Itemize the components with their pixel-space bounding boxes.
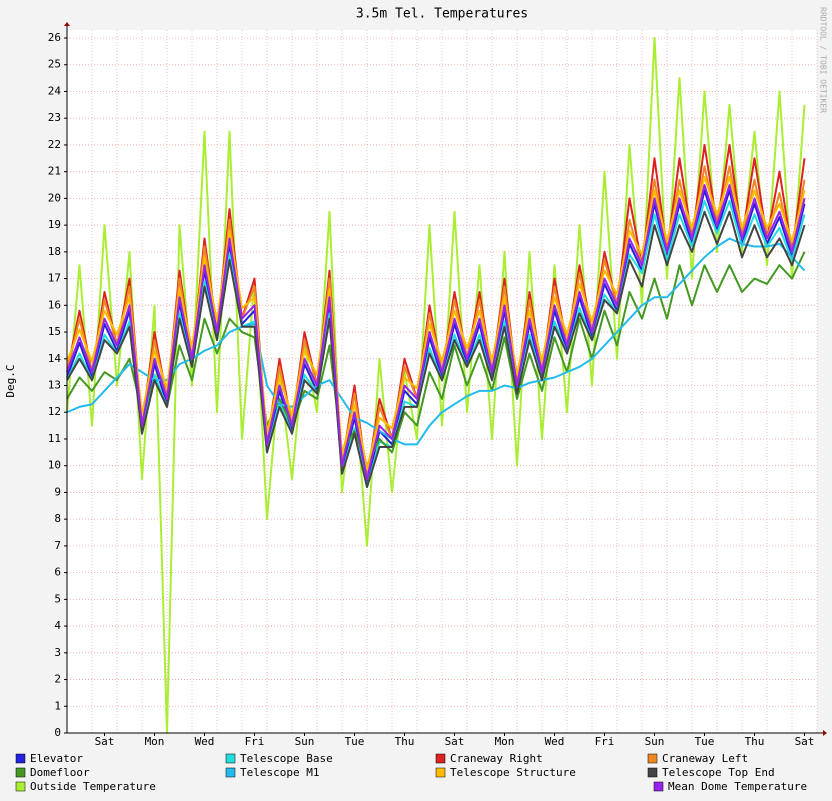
y-tick-label: 3 — [54, 646, 61, 659]
legend-swatch — [647, 767, 658, 778]
x-axis-arrow — [823, 730, 827, 736]
y-tick-label: 19 — [48, 218, 61, 231]
legend-swatch — [653, 781, 664, 792]
y-tick-label: 24 — [48, 84, 62, 97]
legend-label: Domefloor — [30, 766, 90, 779]
y-tick-label: 22 — [48, 138, 61, 151]
x-tick-label: Wed — [195, 735, 215, 748]
legend-swatch — [15, 753, 26, 764]
y-tick-label: 13 — [48, 379, 61, 392]
x-tick-label: Wed — [545, 735, 565, 748]
y-tick-label: 12 — [48, 405, 61, 418]
chart-title: 3.5m Tel. Temperatures — [356, 7, 528, 22]
x-tick-label: Sun — [295, 735, 315, 748]
y-tick-label: 8 — [54, 512, 61, 525]
legend-swatch — [15, 767, 26, 778]
series-line — [66, 176, 806, 470]
y-tick-label: 15 — [48, 325, 61, 338]
y-axis-arrow — [64, 22, 70, 26]
y-tick-label: 10 — [48, 459, 61, 472]
y-tick-label: 6 — [54, 566, 61, 579]
y-tick-label: 14 — [48, 352, 62, 365]
legend-swatch — [435, 767, 446, 778]
x-tick-label: Fri — [595, 735, 615, 748]
x-tick-label: Fri — [245, 735, 265, 748]
y-tick-label: 21 — [48, 165, 61, 178]
legend-swatch — [15, 781, 26, 792]
legend-label: Mean Dome Temperature — [668, 780, 807, 793]
x-tick-label: Thu — [745, 735, 765, 748]
x-tick-label: Sat — [445, 735, 465, 748]
legend-label: Telescope Structure — [450, 766, 576, 779]
x-tick-label: Tue — [695, 735, 715, 748]
series-line — [66, 251, 806, 467]
legend-swatch — [647, 753, 658, 764]
y-tick-label: 11 — [48, 432, 61, 445]
series-line — [66, 210, 806, 489]
x-tick-label: Sun — [645, 735, 665, 748]
legend-label: Outside Temperature — [30, 780, 156, 793]
y-tick-label: 4 — [54, 619, 61, 632]
y-tick-label: 18 — [48, 245, 61, 258]
watermark: RRDTOOL / TOBI OETIKER — [819, 7, 828, 113]
legend-label: Telescope Top End — [662, 766, 775, 779]
y-axis-label: Deg.C — [4, 364, 17, 397]
y-tick-label: 20 — [48, 191, 61, 204]
legend-label: Craneway Right — [450, 752, 543, 765]
y-tick-label: 2 — [54, 673, 61, 686]
x-tick-label: Mon — [495, 735, 515, 748]
legend-label: Telescope Base — [240, 752, 333, 765]
x-tick-label: Tue — [345, 735, 365, 748]
legend-swatch — [435, 753, 446, 764]
y-tick-label: 17 — [48, 272, 61, 285]
legend-swatch — [225, 767, 236, 778]
series-line — [66, 184, 806, 481]
y-tick-label: 23 — [48, 111, 61, 124]
x-tick-label: Thu — [395, 735, 415, 748]
x-tick-label: Sat — [95, 735, 115, 748]
y-tick-label: 7 — [54, 539, 61, 552]
legend-swatch — [225, 753, 236, 764]
y-tick-label: 1 — [54, 699, 61, 712]
legend-label: Telescope M1 — [240, 766, 319, 779]
y-tick-label: 25 — [48, 58, 61, 71]
y-tick-label: 16 — [48, 298, 61, 311]
y-tick-label: 9 — [54, 485, 61, 498]
legend-label: Elevator — [30, 752, 83, 765]
y-tick-label: 5 — [54, 592, 61, 605]
legend-label: Craneway Left — [662, 752, 748, 765]
x-tick-label: Sat — [795, 735, 815, 748]
x-tick-label: Mon — [145, 735, 165, 748]
y-tick-label: 26 — [48, 31, 61, 44]
y-tick-label: 0 — [54, 726, 61, 739]
